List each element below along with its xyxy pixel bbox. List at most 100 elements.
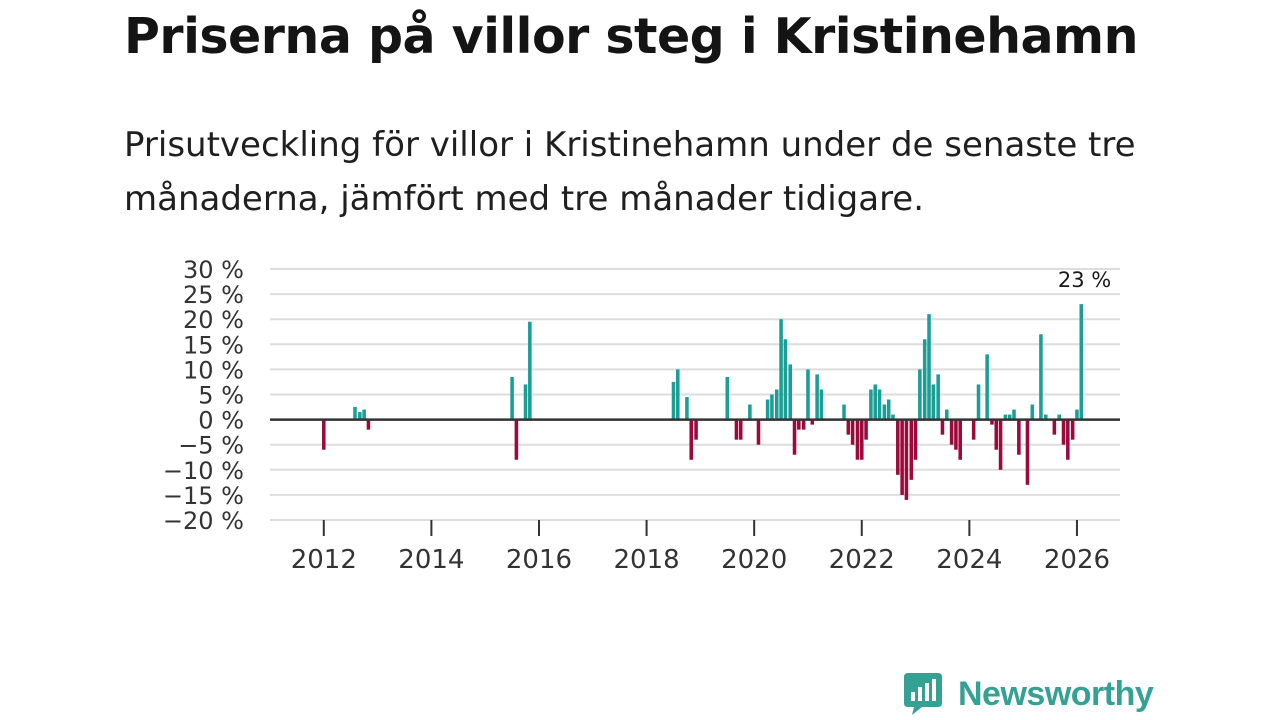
bar: [877, 389, 882, 420]
bar: [810, 419, 815, 425]
y-tick-label: 25 %: [183, 281, 244, 309]
bar: [756, 419, 761, 445]
y-tick-label: −5 %: [178, 432, 244, 460]
x-tick-label: 2016: [506, 545, 572, 575]
bar: [971, 419, 976, 440]
y-tick-label: 30 %: [183, 256, 244, 284]
y-tick-label: 0 %: [198, 407, 244, 435]
bar: [815, 374, 819, 420]
bar: [990, 419, 994, 425]
bar: [985, 354, 989, 420]
x-tick-label: 2012: [291, 545, 357, 575]
bar: [994, 419, 999, 450]
bar: [748, 404, 752, 420]
bar: [846, 419, 851, 435]
brand-name: Newsworthy: [958, 674, 1154, 713]
bar: [936, 374, 940, 420]
x-tick-label: 2020: [721, 545, 787, 575]
bar: [859, 419, 864, 460]
bar: [801, 419, 806, 430]
x-tick-label: 2022: [829, 545, 895, 575]
bar: [806, 369, 810, 420]
bar: [913, 419, 918, 460]
bar: [514, 419, 519, 460]
bar: [725, 376, 730, 420]
newsworthy-logo: Newsworthy: [902, 670, 1154, 718]
gridlines: [270, 268, 1120, 521]
bar: [842, 404, 846, 420]
bar: [949, 419, 954, 445]
bar: [783, 339, 788, 420]
y-tick-label: −15 %: [163, 482, 244, 510]
bar: [886, 399, 891, 420]
bar: [738, 419, 743, 440]
bar: [882, 404, 887, 420]
x-tick-label: 2026: [1044, 545, 1110, 575]
bar: [940, 419, 945, 435]
y-axis-labels: 30 %25 %20 %15 %10 %5 %0 %−5 %−10 %−15 %…: [163, 256, 244, 535]
x-tick-label: 2014: [398, 545, 464, 575]
bar: [1043, 414, 1048, 420]
chart-title: Priserna på villor steg i Kristinehamn: [124, 8, 1139, 65]
x-tick-label: 2018: [613, 545, 679, 575]
y-tick-label: 5 %: [198, 382, 244, 410]
chart-subtitle: Prisutveckling för villor i Kristinehamn…: [124, 125, 1136, 219]
bar: [954, 419, 958, 450]
bar: [779, 319, 783, 420]
bar: [765, 399, 770, 420]
bar-chart-speech-bubble-icon: [904, 673, 942, 715]
x-axis: 2012 2014 2016 2018 2020 2022 2024 2026: [291, 520, 1110, 575]
bar: [931, 384, 936, 420]
bar: [918, 369, 922, 420]
bar: [671, 381, 676, 420]
bar: [366, 419, 371, 430]
bar: [523, 384, 528, 420]
bar: [528, 321, 532, 420]
bar: [891, 414, 895, 420]
bar: [998, 419, 1003, 470]
bar: [1025, 419, 1030, 485]
bar: [689, 419, 694, 460]
y-tick-label: 20 %: [183, 306, 244, 334]
bar: [944, 409, 949, 420]
bar: [1079, 304, 1084, 420]
bar: [694, 419, 698, 440]
bar: [873, 384, 877, 420]
bar: [353, 407, 357, 420]
bar: [734, 419, 739, 440]
y-tick-label: −20 %: [163, 507, 244, 535]
bar: [1039, 334, 1043, 420]
bars: [322, 304, 1084, 500]
bar: [922, 339, 927, 420]
bar: [1017, 419, 1021, 455]
y-tick-label: 10 %: [183, 356, 244, 384]
bar: [510, 376, 514, 420]
bar: [685, 397, 689, 420]
bar: [900, 419, 904, 495]
bar: [1070, 419, 1075, 440]
bar: [792, 419, 797, 455]
annotation-label: 23 %: [1058, 268, 1111, 292]
bar: [896, 419, 900, 475]
bar: [1052, 419, 1057, 435]
bar: [1057, 414, 1061, 420]
bar: [1030, 404, 1035, 420]
bar: [855, 419, 860, 460]
bar: [850, 419, 855, 445]
bar-chart: 30 %25 %20 %15 %10 %5 %0 %−5 %−10 %−15 %…: [163, 256, 1120, 575]
bar: [1012, 409, 1016, 420]
x-tick-label: 2024: [936, 545, 1002, 575]
bar: [1007, 414, 1012, 420]
bar: [958, 419, 962, 460]
y-tick-label: 15 %: [183, 331, 244, 359]
bar: [770, 394, 774, 420]
bar: [788, 364, 792, 420]
bar: [774, 389, 779, 420]
bar: [904, 419, 909, 500]
bar: [927, 314, 931, 420]
bar: [676, 369, 680, 420]
bar: [976, 384, 981, 420]
y-tick-label: −10 %: [163, 457, 244, 485]
bar: [819, 389, 824, 420]
bar: [1061, 419, 1066, 445]
